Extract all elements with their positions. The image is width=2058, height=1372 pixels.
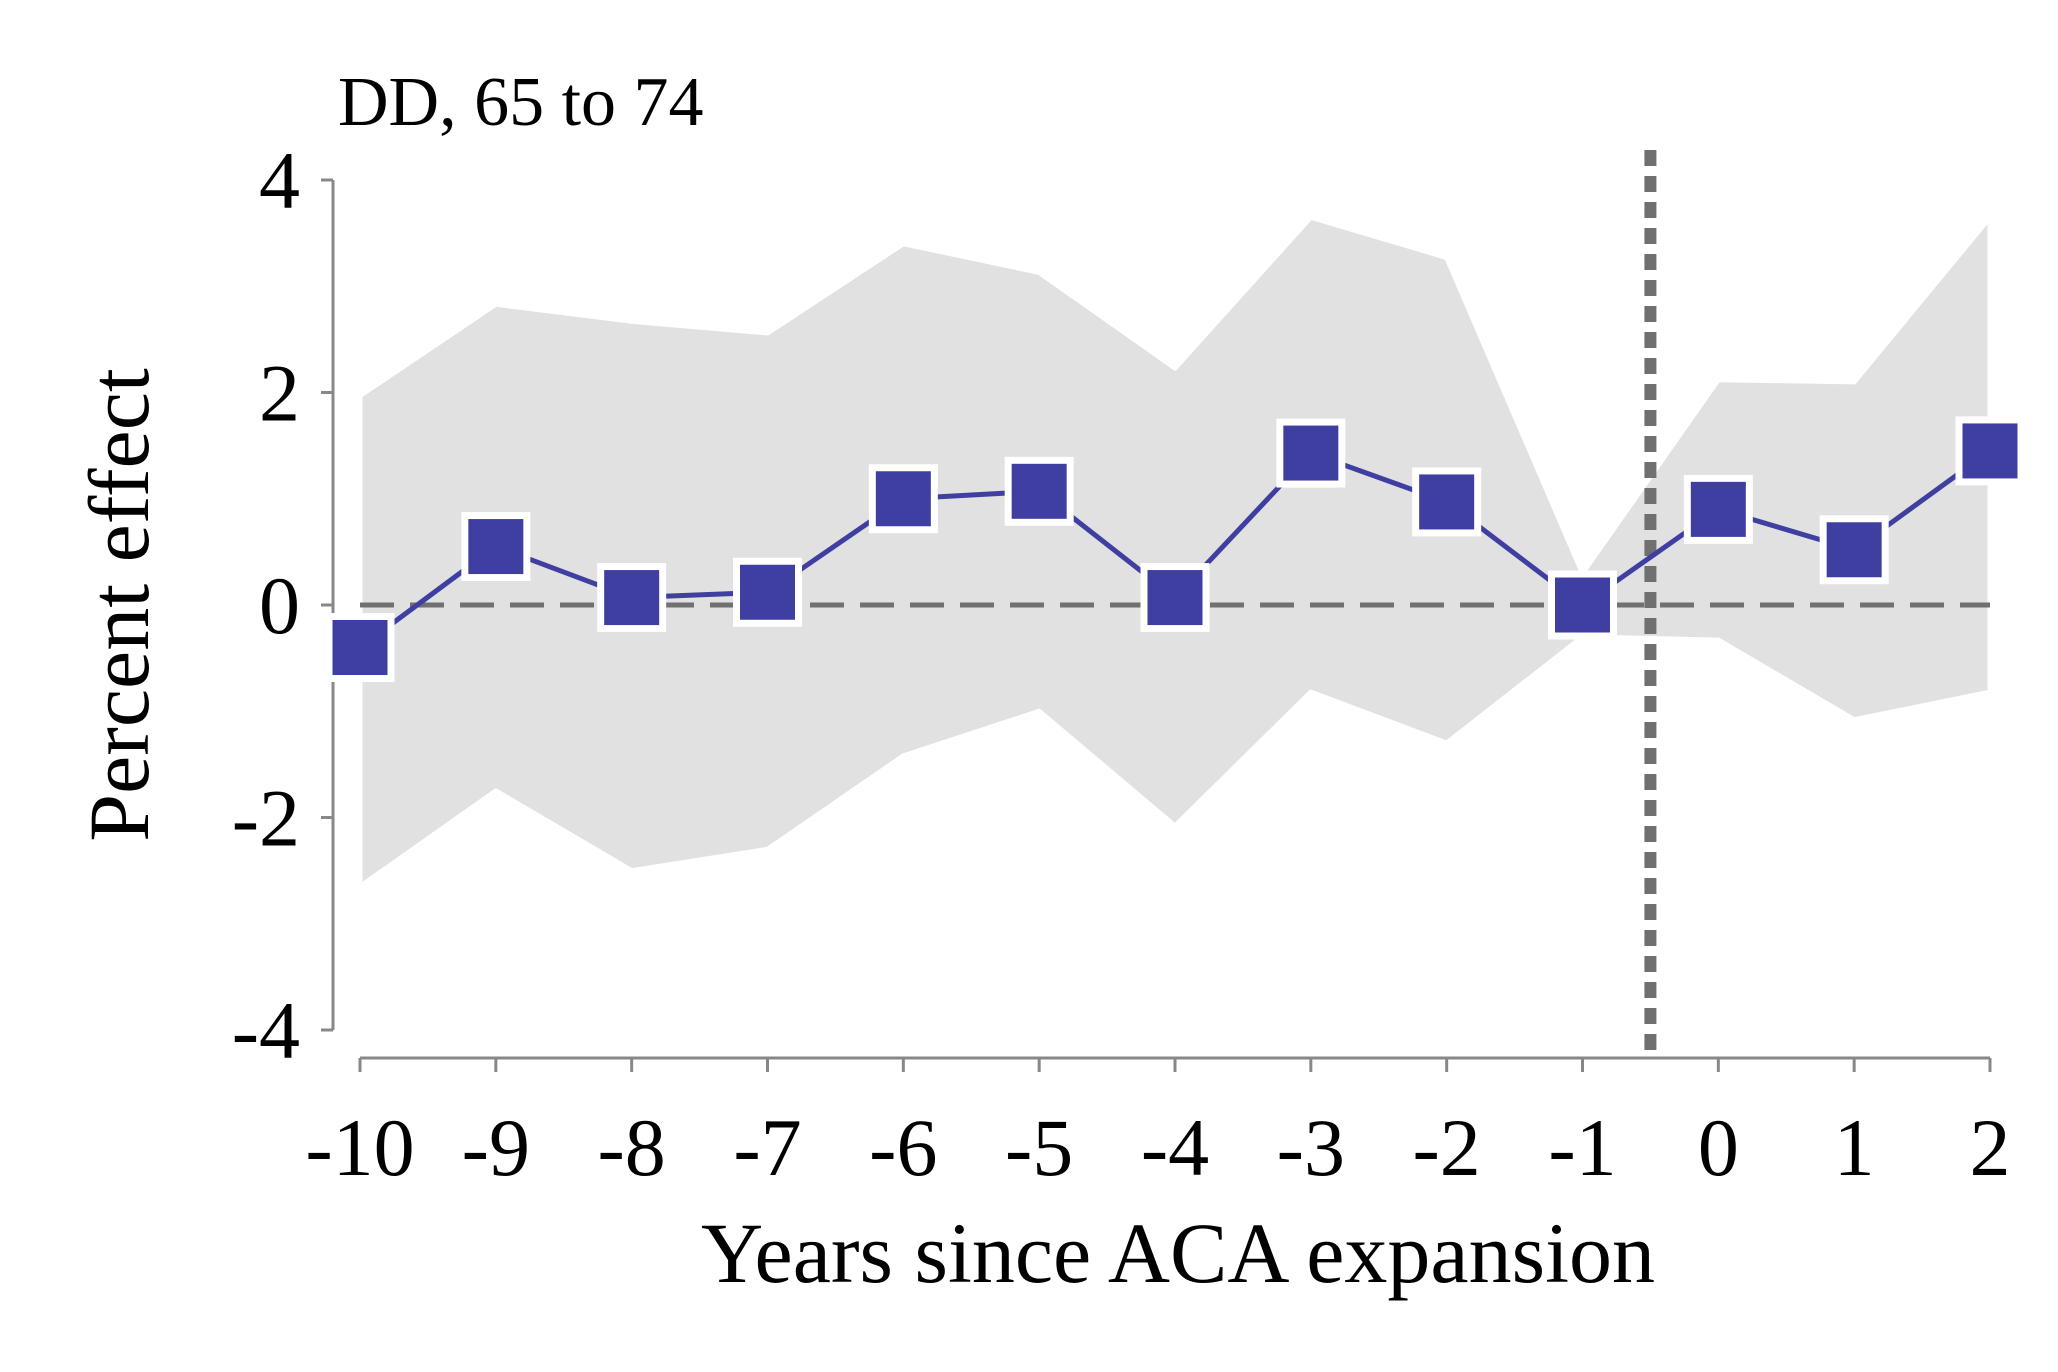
y-tick-label: 4 [259,135,300,226]
x-tick-label: 2 [1970,1102,2011,1193]
x-tick-label: -9 [462,1102,530,1193]
point-estimate-marker [733,557,802,627]
x-tick-label: -5 [1005,1102,1073,1193]
point-estimate-marker [1683,474,1753,544]
point-estimate-marker [325,613,395,682]
x-tick-label: -6 [869,1102,937,1193]
x-tick-label: 0 [1698,1102,1739,1193]
series-markers [325,416,2025,682]
x-tick-label: -4 [1141,1102,1209,1193]
confidence-band [357,214,1993,890]
ci-band-area [357,214,1993,890]
chart-title: DD, 65 to 74 [338,64,704,141]
x-tick-label: -1 [1548,1102,1616,1193]
point-estimate-marker [1004,456,1074,526]
x-tick-label: -3 [1277,1102,1345,1193]
x-tick-label: -10 [305,1102,414,1193]
point-estimate-marker [1819,515,1889,585]
x-tick-label: -8 [598,1102,666,1193]
y-tick-label: -4 [232,985,300,1076]
point-estimate-marker [597,563,667,633]
y-tick-label: 0 [259,560,300,651]
point-estimate-marker [1140,563,1210,633]
y-tick-label: -2 [232,773,300,864]
y-axis-label: Percent effect [71,368,167,842]
x-tick-label: 1 [1834,1102,1875,1193]
y-tick-label: 2 [259,348,300,439]
axes: 420-2-4-10 -9 -8 -7 -6 -5 -4 -3 -2 -1 0 1 2 [232,135,2011,1193]
point-estimate-marker [868,464,938,534]
x-tick-label: -7 [733,1102,801,1193]
point-estimate-marker [461,512,531,582]
point-estimate-marker [1276,418,1346,488]
point-estimate-marker [1412,467,1482,537]
x-axis-label: Years since ACA expansion [701,1205,1655,1301]
x-tick-label: -2 [1413,1102,1481,1193]
point-estimate-marker [1548,570,1617,640]
point-estimate-marker [1955,416,2025,486]
